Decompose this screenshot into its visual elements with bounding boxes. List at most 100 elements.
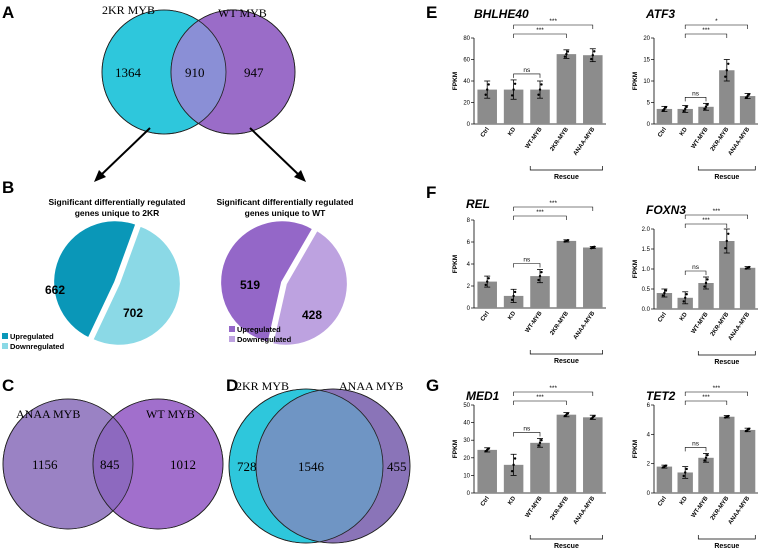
bar <box>719 70 735 124</box>
venn-a-left-label: 2KR MYB <box>102 3 155 17</box>
data-point <box>661 294 665 297</box>
chart-title: BHLHE40 <box>474 7 529 21</box>
venn-c: ANAA MYB WT MYB 1156 845 1012 <box>2 398 224 530</box>
data-point <box>487 447 490 450</box>
bar <box>698 106 714 124</box>
x-tick-label: WT-MYB <box>525 126 544 150</box>
x-tick-label: Ctrl <box>480 495 491 507</box>
x-tick-label: KD <box>507 310 517 321</box>
data-point <box>486 280 489 283</box>
data-point <box>682 300 685 303</box>
chart-title: REL <box>466 197 490 211</box>
data-point <box>706 453 709 457</box>
x-tick-label: 2KR-MYB <box>710 311 731 337</box>
significance-bracket <box>513 263 541 268</box>
venn-c-right-count: 1012 <box>170 457 196 472</box>
data-point <box>538 274 542 278</box>
x-tick-label: KD <box>679 126 689 137</box>
data-point <box>706 278 709 281</box>
data-point <box>538 88 542 91</box>
data-point <box>744 96 748 99</box>
panel-label-g: G <box>426 376 439 395</box>
significance-bracket <box>513 400 567 405</box>
arrow-right <box>249 127 301 177</box>
x-tick-label: KD <box>679 495 689 506</box>
bar <box>503 89 524 124</box>
bar <box>656 466 673 493</box>
pie-2kr-legend-up-swatch <box>2 333 8 339</box>
rescue-label: Rescue <box>554 174 579 181</box>
data-point <box>513 457 517 460</box>
significance-label: *** <box>713 208 721 215</box>
bar <box>477 281 497 308</box>
venn-c-left-label: ANAA MYB <box>16 407 80 421</box>
significance-label: *** <box>536 27 544 34</box>
venn-a: 2KR MYB WT MYB 1364 910 947 <box>101 3 296 135</box>
bar <box>719 241 735 309</box>
x-tick-label: ANAA-MYB <box>573 495 597 526</box>
x-tick-label: 2KR-MYB <box>549 310 570 336</box>
venn-d-overlap-count: 1546 <box>298 459 325 474</box>
venn-a-right-label: WT MYB <box>218 6 267 20</box>
data-point <box>703 459 706 462</box>
x-tick-label: Ctrl <box>657 495 668 507</box>
data-point <box>537 93 540 96</box>
pie-wt-downregulated-slice <box>271 228 349 347</box>
significance-bracket <box>513 33 567 38</box>
rescue-label: Rescue <box>714 359 739 366</box>
significance-bracket <box>684 97 707 102</box>
data-point <box>685 293 688 296</box>
data-point <box>684 471 687 474</box>
y-tick-label: 2 <box>647 462 651 468</box>
x-tick-label: WT-MYB <box>525 495 544 519</box>
significance-label: ns <box>523 67 531 74</box>
data-point <box>590 57 593 61</box>
panel-label-c: C <box>2 376 14 395</box>
significance-label: ns <box>692 440 700 447</box>
arrow-left <box>99 127 151 177</box>
y-tick-label: 5 <box>647 101 651 107</box>
data-point <box>540 83 543 86</box>
y-tick-label: 0 <box>647 491 651 497</box>
pie-2kr-upregulated-slice <box>52 219 138 340</box>
x-tick-label: 2KR-MYB <box>549 126 570 152</box>
pie-wt-title-line1: Significant differentially regulated <box>217 197 354 207</box>
y-tick-label: 6 <box>467 240 471 246</box>
data-point <box>566 239 570 242</box>
pie-2kr-title-line1: Significant differentially regulated <box>49 197 186 207</box>
panel-label-e: E <box>426 3 437 22</box>
data-point <box>487 277 490 280</box>
data-point <box>747 265 751 269</box>
y-axis-label: FPKM <box>452 440 459 458</box>
significance-bracket <box>684 223 728 228</box>
pie-wt-up-count: 519 <box>240 278 260 292</box>
x-tick-label: 2KR-MYB <box>710 126 731 152</box>
significance-label: *** <box>702 394 710 401</box>
y-tick-label: 40 <box>463 79 470 85</box>
bar <box>677 108 693 124</box>
data-point <box>566 412 570 415</box>
bar <box>698 283 714 309</box>
bar <box>583 417 603 493</box>
bar <box>698 457 714 493</box>
significance-bracket <box>684 400 728 405</box>
x-tick-label: KD <box>679 311 689 322</box>
data-point <box>664 464 668 467</box>
y-tick-label: 0 <box>467 491 471 497</box>
significance-label: * <box>715 18 718 25</box>
rescue-bracket <box>697 535 756 540</box>
chart-title: FOXN3 <box>646 203 686 217</box>
arrows <box>94 127 306 182</box>
chart-title: ATF3 <box>645 7 675 21</box>
venn-c-left-count: 1156 <box>32 457 58 472</box>
y-tick-label: 0.5 <box>642 287 651 293</box>
y-tick-label: 20 <box>463 456 470 462</box>
panel-label-f: F <box>426 183 436 202</box>
y-tick-label: 8 <box>467 218 471 224</box>
data-point <box>727 62 730 65</box>
y-axis-label: FPKM <box>632 440 639 458</box>
rescue-bracket <box>529 535 603 540</box>
data-point <box>703 107 706 111</box>
data-point <box>704 281 708 285</box>
rescue-label: Rescue <box>714 174 739 181</box>
